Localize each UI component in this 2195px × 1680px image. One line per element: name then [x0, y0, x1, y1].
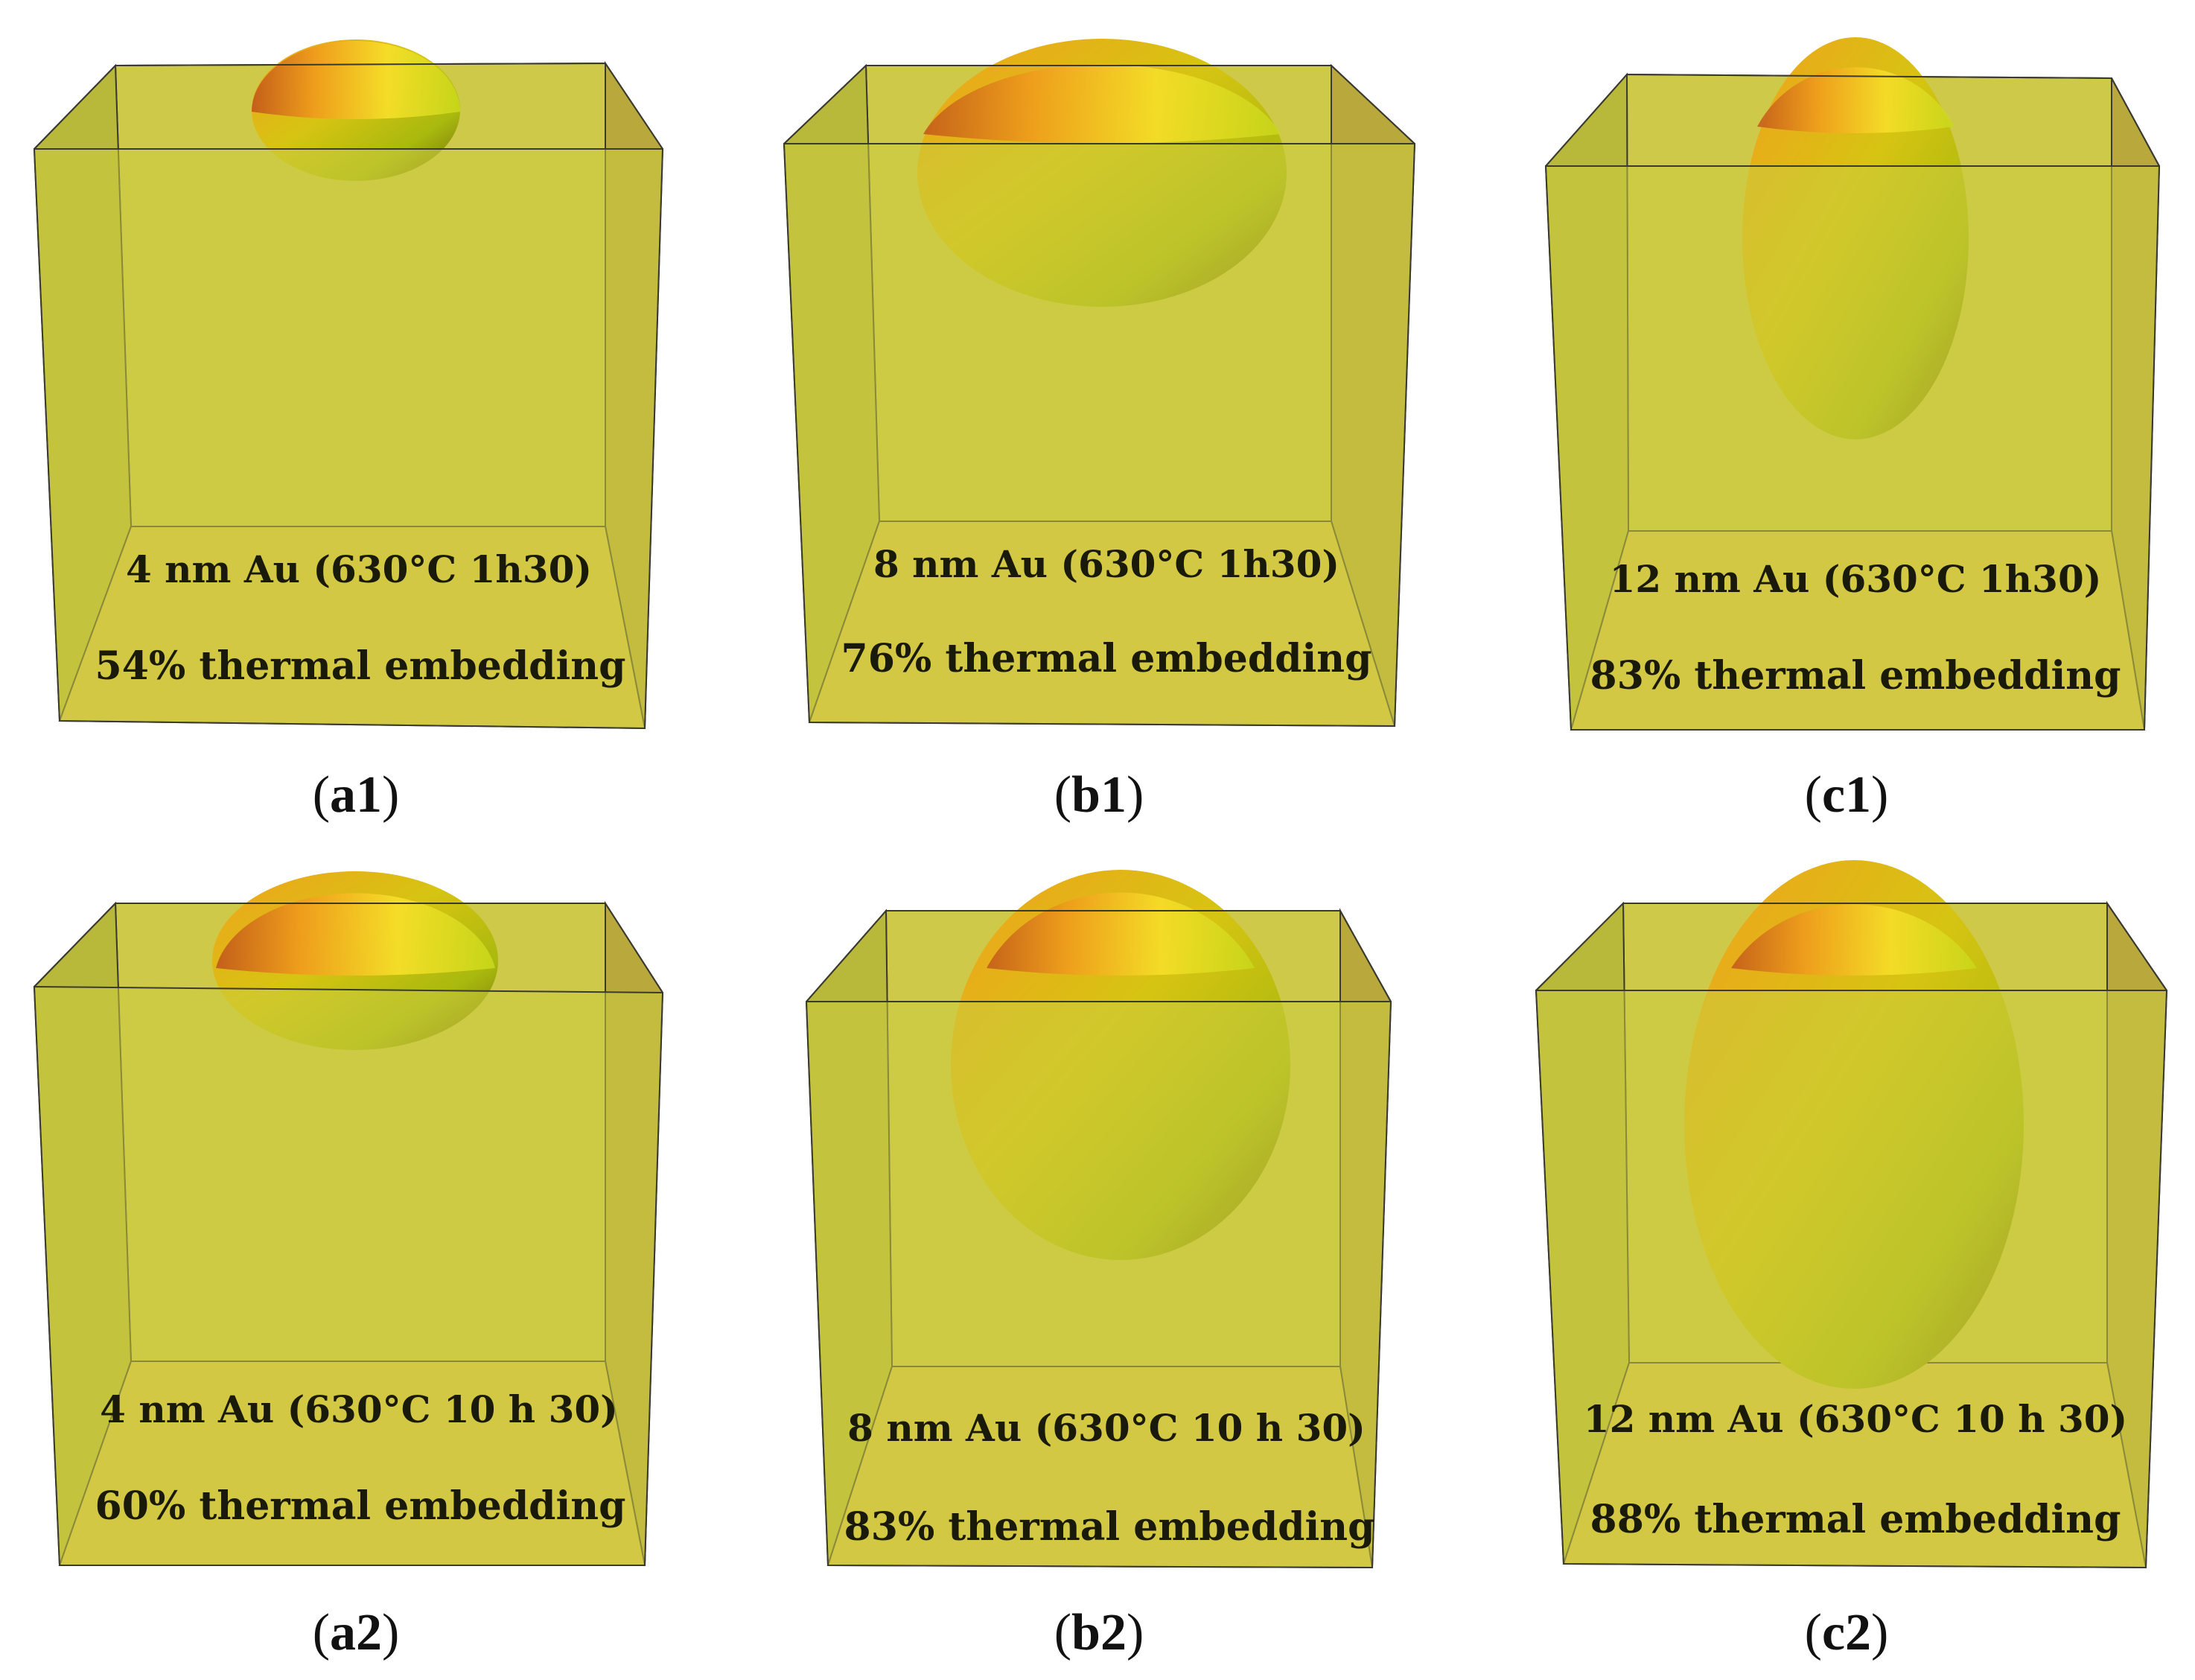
box-front-face [1544, 165, 2161, 731]
embedding-label: 54% thermal embedding [95, 643, 626, 689]
box-top-edge [1331, 65, 1415, 144]
deposit-label: 4 nm Au (630°C 10 h 30) [100, 1387, 618, 1431]
particle-cap [987, 892, 1255, 976]
box-top-edge [115, 63, 606, 66]
box-top-edge [1339, 910, 1392, 1002]
embedding-label: 60% thermal embedding [95, 1483, 626, 1529]
panel-caption: (b2) [1054, 1604, 1144, 1661]
box-front-face [33, 985, 664, 1566]
deposit-label: 8 nm Au (630°C 1h30) [873, 542, 1339, 586]
embedding-label: 83% thermal embedding [1590, 653, 2121, 699]
box-top-edge [605, 63, 663, 150]
panel-caption-id: a1 [330, 766, 382, 824]
panel-c1: 12 nm Au (630°C 1h30) 83% thermal embedd… [1544, 37, 2161, 824]
panel-a1: 4 nm Au (630°C 1h30) 54% thermal embeddi… [33, 39, 664, 824]
deposit-label: 12 nm Au (630°C 1h30) [1610, 557, 2102, 601]
box-top-edge [1535, 903, 1624, 991]
box-top-edge [1626, 74, 2112, 79]
panel-caption: (b1) [1054, 766, 1144, 824]
deposit-label: 12 nm Au (630°C 10 h 30) [1584, 1397, 2127, 1441]
box-top-edge [605, 903, 663, 993]
box-top-edge [783, 65, 867, 144]
particle-cap [1731, 904, 1977, 976]
panel-caption-id: a2 [330, 1604, 382, 1661]
box-top-edge [806, 910, 887, 1002]
embedding-label: 83% thermal embedding [844, 1504, 1375, 1550]
panel-caption: (c2) [1805, 1604, 1889, 1661]
box-top-edge [1545, 74, 1628, 167]
box-top-edge [34, 903, 116, 987]
particle-cap [1757, 67, 1955, 133]
panel-caption: (a1) [313, 766, 400, 824]
deposit-label: 8 nm Au (630°C 10 h 30) [847, 1406, 1366, 1450]
panel-c2: 12 nm Au (630°C 10 h 30) 88% thermal emb… [1535, 860, 2168, 1661]
box-front-face [1535, 990, 2168, 1569]
particle-cap [923, 64, 1281, 144]
box-top-edge [34, 65, 116, 150]
panel-caption-id: c2 [1822, 1604, 1871, 1661]
box-front-face [783, 143, 1416, 728]
box-front-face [805, 1001, 1392, 1569]
embedding-label: 88% thermal embedding [1590, 1497, 2121, 1542]
particle-cap [252, 41, 460, 119]
particle-cap [216, 893, 495, 976]
panel-caption: (a2) [313, 1604, 400, 1661]
panel-caption-id: b2 [1071, 1604, 1127, 1661]
panel-caption: (c1) [1805, 766, 1889, 824]
box-top-edge [2106, 903, 2167, 991]
panel-a2: 4 nm Au (630°C 10 h 30) 60% thermal embe… [33, 871, 664, 1661]
panel-b1: 8 nm Au (630°C 1h30) 76% thermal embeddi… [783, 39, 1416, 824]
box-top-edge [2111, 77, 2160, 167]
panel-b2: 8 nm Au (630°C 10 h 30) 83% thermal embe… [805, 870, 1392, 1661]
panel-caption-id: b1 [1071, 766, 1127, 824]
panel-caption-id: c1 [1822, 766, 1871, 824]
box-front-face [33, 148, 664, 730]
embedding-label: 76% thermal embedding [841, 636, 1372, 681]
deposit-label: 4 nm Au (630°C 1h30) [126, 547, 592, 591]
